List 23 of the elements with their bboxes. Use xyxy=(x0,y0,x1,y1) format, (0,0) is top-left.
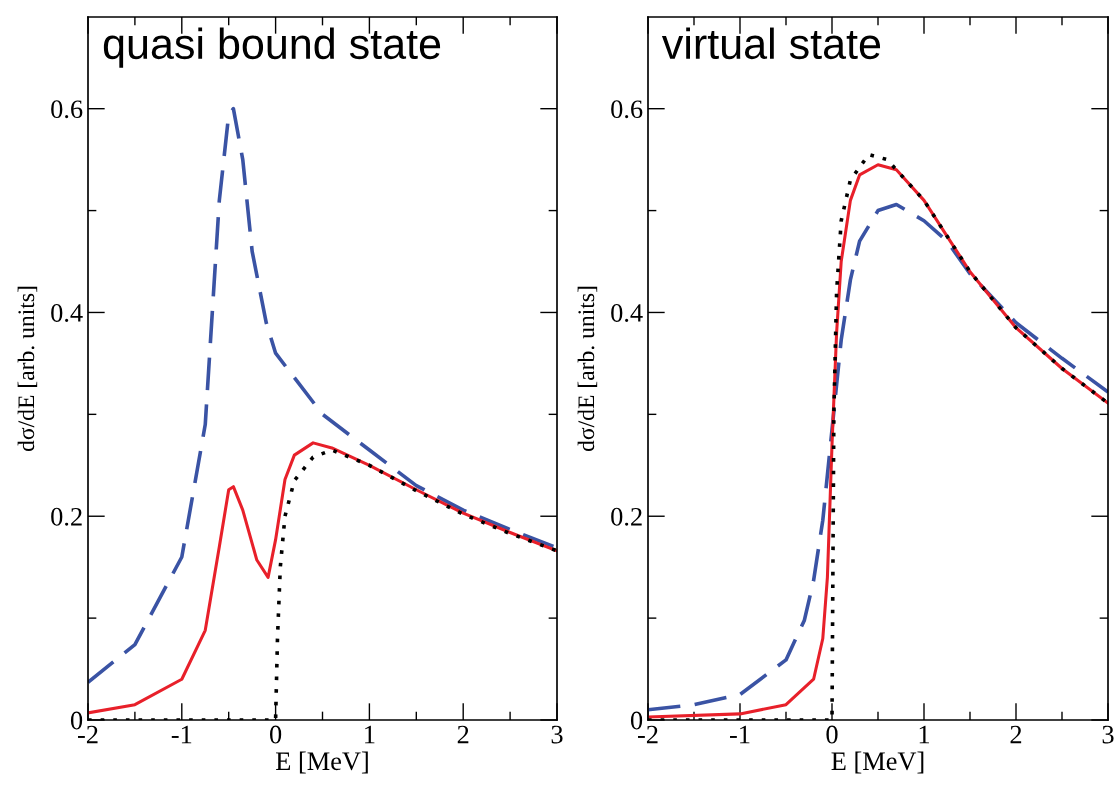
y-axis-title: dσ/dE [arb. units] xyxy=(17,286,38,452)
x-tick-label: 3 xyxy=(551,725,563,744)
line-series xyxy=(88,106,557,685)
y-tick-label: 0.2 xyxy=(611,507,642,526)
y-tick-label: 0.4 xyxy=(611,304,643,322)
x-axis-title: E [MeV] xyxy=(276,751,368,774)
x-tick-label: 3 xyxy=(1102,725,1114,744)
x-axis-title: E [MeV] xyxy=(831,751,924,774)
chart-title: quasi bound state xyxy=(103,27,441,68)
x-tick-label: 0 xyxy=(270,725,282,744)
x-tick-label: 1 xyxy=(919,725,930,744)
chart-title: virtual state xyxy=(661,27,881,60)
x-tick-label: 1 xyxy=(365,725,375,744)
y-tick-label: 0.6 xyxy=(51,100,83,119)
x-tick-label: -1 xyxy=(729,725,750,744)
y-tick-label: 0.4 xyxy=(51,304,83,322)
y-axis-title: dσ/dE [arb. units] xyxy=(577,286,598,452)
x-tick-label: 2 xyxy=(1010,725,1022,744)
x-tick-label: -1 xyxy=(171,725,192,744)
y-tick-label: 0.6 xyxy=(611,100,643,119)
x-tick-label: 2 xyxy=(457,725,469,744)
y-tick-label: 0.2 xyxy=(51,507,82,526)
x-tick-label: 0 xyxy=(826,725,838,744)
